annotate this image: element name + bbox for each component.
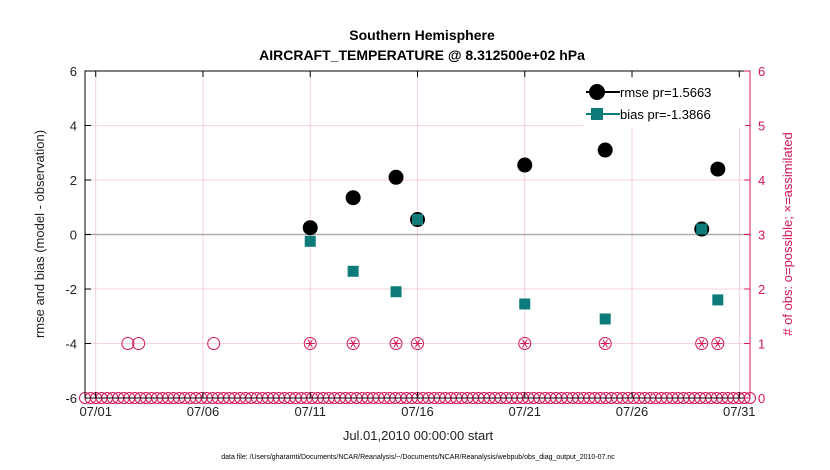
y-axis-tick-label: 0 [70,228,77,243]
bias-point [390,286,402,298]
rmse-point [517,157,533,173]
chart-title-line1: Southern Hemisphere [349,27,495,43]
obs-assimilated-stroke [393,339,399,348]
x-axis-tick-label: 07/21 [508,404,541,419]
x-axis-tick-label: 07/01 [79,404,112,419]
obs-possible-marker [411,337,424,350]
obs-assimilated-marker [305,339,315,348]
obs-assimilated-marker [697,339,707,348]
right-axis-tick-label: 2 [758,282,765,297]
bias-point [696,223,708,235]
obs-assimilated-stroke [699,339,705,348]
legend: rmse pr=1.5663 bias pr=-1.3866 [583,79,745,127]
right-axis-tick-label: 5 [758,119,765,134]
obs-possible-marker [207,337,221,350]
obs-assimilated-stroke [715,339,721,348]
obs-possible-marker [121,337,135,350]
bias-point [519,298,531,310]
data-series [302,142,726,325]
right-axis-tick-label: 4 [758,173,765,188]
right-axis-tick-label: 1 [758,337,765,352]
y-axis-tick-label: 2 [70,173,77,188]
obs-possible-marker [598,337,612,350]
bias-point [712,294,724,306]
bias-point [304,235,316,247]
bias-point [347,265,359,277]
axes-ticks: 0 1 2 3 4 5 6 07/01 07/06 07/11 07/16 07/21 07/26 07/… [65,64,765,419]
rmse-point [710,161,726,177]
obs-possible-marker [346,337,360,350]
bias-point [412,214,423,226]
obs-assimilated-marker [600,339,610,348]
rmse-point [302,220,318,236]
footnote: data file: /Users/gharamti/Documents/NCA… [221,454,615,461]
obs-assimilated-marker [520,339,530,348]
y-axis-tick-label: -4 [65,337,77,352]
y-axis-label: rmse and bias (model - observation) [32,130,47,338]
legend-rmse-label: rmse pr=1.5663 [620,85,711,100]
obs-possible-marker [711,337,725,350]
obs-possible-marker [132,337,146,350]
obs-possible-marker [695,337,709,350]
obs-assimilated-stroke [522,339,528,348]
obs-assimilated-marker [413,339,422,348]
y-axis-right-label: # of obs: o=possible; ×=assimilated [780,132,795,335]
rmse-point [597,142,613,158]
obs-possible-marker [518,337,532,350]
obs-assimilated-stroke [414,339,421,348]
rmse-point [388,169,404,185]
obs-assimilated-stroke [602,339,608,348]
y-axis-tick-label: 4 [70,119,77,134]
right-axis-tick-label: 3 [758,228,765,243]
rmse-point [345,190,361,206]
x-axis-tick-label: 07/26 [616,404,649,419]
x-axis-label: Jul.01,2010 00:00:00 start [343,428,494,443]
obs-possible-marker [389,337,403,350]
x-axis-tick-label: 07/06 [187,404,220,419]
right-axis-tick-label: 6 [758,64,765,79]
x-axis-tick-label: 07/31 [723,404,756,419]
y-axis-tick-label: 6 [70,64,77,79]
obs-assimilated-marker [348,339,358,348]
obs-assimilated-marker [713,339,723,348]
legend-bias-label: bias pr=-1.3866 [620,107,711,122]
legend-background [583,79,745,127]
chart-title-line2: AIRCRAFT_TEMPERATURE @ 8.312500e+02 hPa [259,47,585,63]
y-axis-tick-label: -2 [65,282,77,297]
obs-assimilated-stroke [307,339,313,348]
obs-assimilated-marker [391,339,401,348]
legend-rmse-marker [589,84,605,100]
bias-point [599,313,611,325]
right-axis-tick-label: 0 [758,391,765,406]
obs-possible-marker [303,337,317,350]
obs-assimilated-stroke [350,339,356,348]
x-axis-tick-label: 07/16 [401,404,434,419]
legend-bias-marker [591,108,603,120]
x-axis-tick-label: 07/11 [294,404,326,419]
y-axis-tick-label: -6 [65,391,77,406]
